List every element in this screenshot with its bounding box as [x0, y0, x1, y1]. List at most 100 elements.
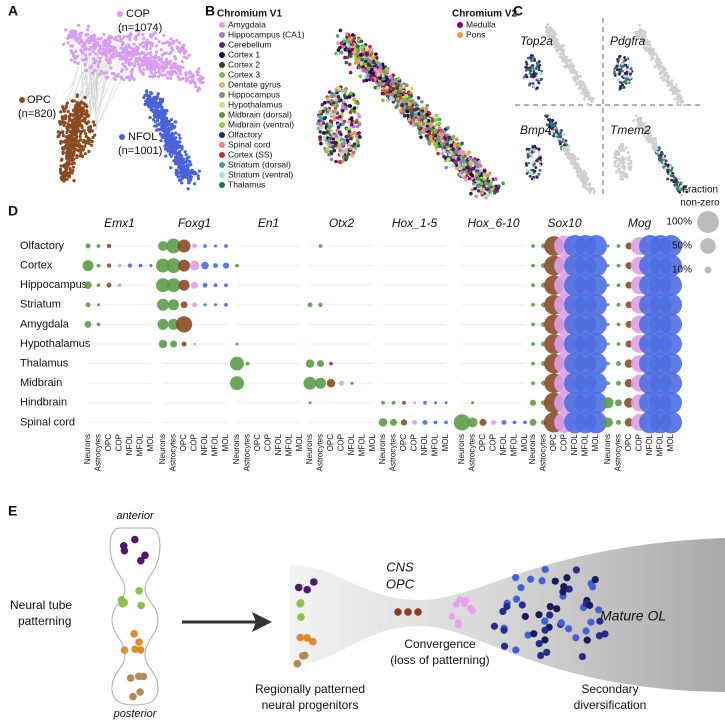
- dot: [512, 420, 517, 425]
- dot: [180, 301, 188, 309]
- cell: [349, 136, 353, 141]
- cell: [584, 91, 587, 94]
- cell: [573, 155, 577, 159]
- gene-header: Foxg1: [178, 216, 211, 230]
- cell: [75, 93, 79, 97]
- cell: [181, 170, 185, 174]
- dot: [616, 419, 621, 425]
- cell: [565, 143, 568, 147]
- cell: [118, 29, 122, 33]
- legend-label: Thalamus: [228, 179, 265, 189]
- cell: [347, 119, 351, 124]
- cell: [71, 118, 75, 122]
- cell: [394, 105, 398, 110]
- x-label: MFOL: [211, 433, 220, 456]
- cell: [617, 57, 621, 61]
- cell: [546, 602, 554, 611]
- legend-marker: [219, 182, 225, 188]
- legend-label: Midbrain (dorsal): [228, 109, 292, 119]
- cell: [622, 64, 626, 68]
- cell: [179, 66, 183, 70]
- cell: [59, 158, 64, 162]
- dot: [625, 242, 633, 250]
- dot: [585, 352, 607, 375]
- dot: [624, 378, 634, 388]
- cell: [185, 56, 189, 60]
- cell: [655, 57, 659, 60]
- cell: [469, 191, 473, 196]
- cell: [355, 100, 360, 104]
- cell: [356, 112, 361, 117]
- cell: [530, 630, 538, 638]
- cell: [93, 133, 97, 137]
- cell: [557, 619, 565, 627]
- dot: [585, 235, 607, 257]
- row-label: Cortex: [20, 260, 53, 272]
- cell: [563, 574, 571, 582]
- dot: [305, 359, 315, 368]
- cell: [588, 182, 592, 186]
- cell: [427, 131, 432, 136]
- cell: [70, 158, 74, 163]
- cell: [68, 139, 72, 143]
- cell: [327, 152, 331, 157]
- cell: [437, 121, 442, 126]
- cell: [614, 153, 618, 157]
- cell: [79, 132, 83, 136]
- cell: [629, 159, 633, 163]
- cell: [572, 77, 576, 81]
- cell: [119, 69, 123, 73]
- cell: [669, 88, 673, 92]
- dot: [585, 391, 607, 414]
- cell: [423, 115, 427, 120]
- row-label: Hippocampus: [20, 279, 88, 291]
- legend-marker: [219, 172, 225, 178]
- cell: [492, 191, 497, 195]
- cell: [71, 113, 75, 118]
- cell: [93, 69, 97, 73]
- cell: [656, 62, 660, 66]
- label: patterning: [18, 614, 71, 628]
- cell: [467, 604, 475, 612]
- dot: [585, 313, 607, 336]
- cell: [130, 55, 134, 59]
- cell: [69, 44, 73, 48]
- cell: [160, 65, 164, 69]
- x-label: Neurons: [603, 434, 612, 464]
- cell: [643, 129, 647, 133]
- dot: [213, 283, 218, 288]
- dot: [192, 302, 197, 308]
- cell: [68, 125, 72, 129]
- cell: [588, 191, 592, 194]
- x-label: MOL: [441, 433, 450, 451]
- arrow-head: [252, 612, 272, 632]
- cell: [538, 577, 546, 585]
- cell: [107, 36, 112, 40]
- cell: [617, 78, 621, 82]
- cell: [638, 119, 642, 123]
- cell: [128, 57, 133, 62]
- cell: [677, 177, 681, 181]
- cell: [350, 42, 354, 47]
- cell: [296, 599, 305, 607]
- legend-marker: [219, 152, 225, 158]
- cell: [67, 154, 71, 159]
- cell: [440, 133, 445, 137]
- cell: [140, 51, 144, 55]
- cell: [601, 630, 609, 638]
- cell: [409, 86, 414, 91]
- dot: [96, 263, 101, 268]
- cell: [339, 117, 344, 122]
- cell: [112, 36, 116, 41]
- cell: [187, 176, 192, 180]
- cell: [533, 58, 537, 61]
- cell: [562, 133, 566, 136]
- cell: [683, 103, 686, 107]
- cell: [98, 56, 102, 60]
- cell: [373, 67, 378, 72]
- cell: [345, 155, 349, 160]
- cell: [629, 67, 633, 71]
- dot: [329, 361, 333, 366]
- cell: [154, 124, 159, 128]
